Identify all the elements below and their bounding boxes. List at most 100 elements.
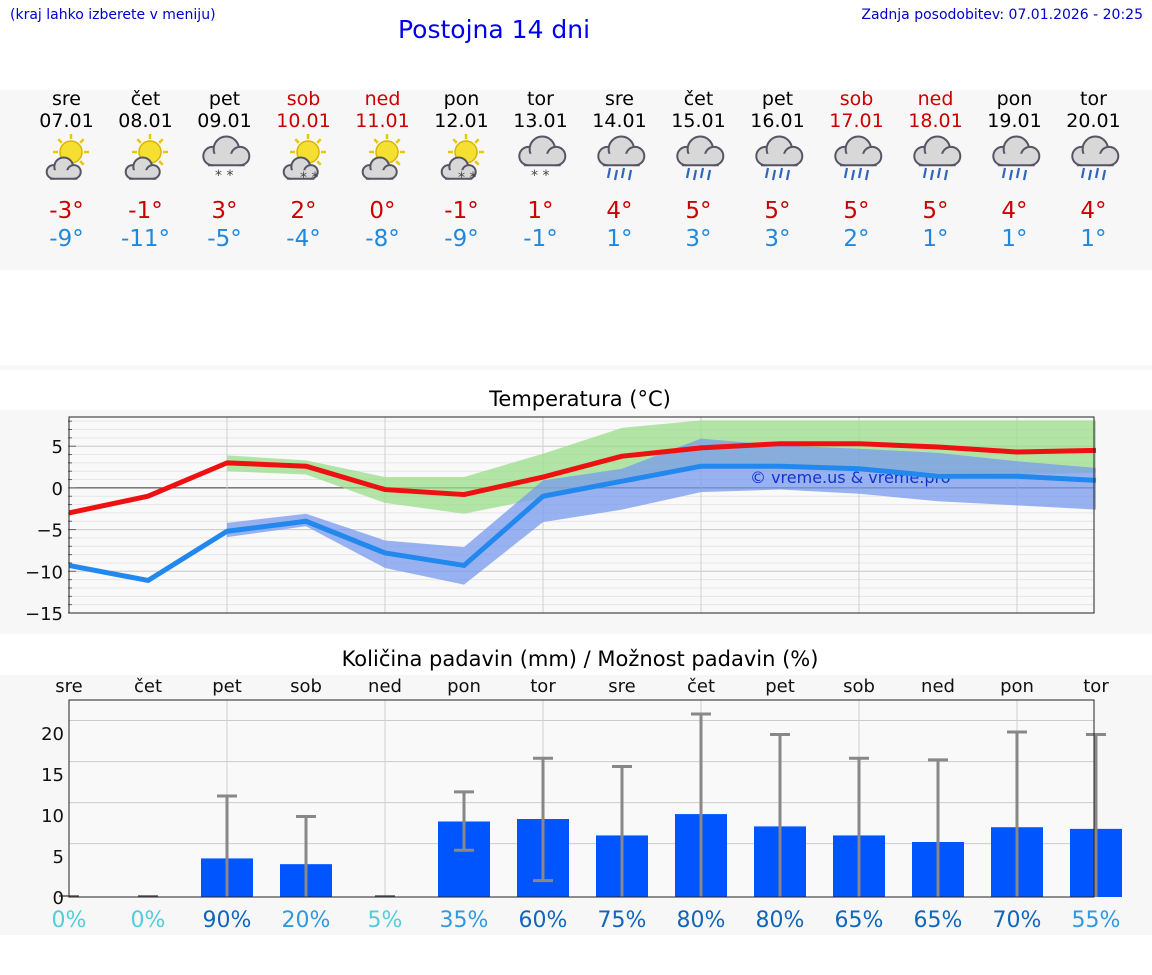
forecast-day-name: sre [52,88,81,110]
forecast-max-temp: -1° [444,198,479,224]
forecast-max-temp: 5° [764,198,791,224]
forecast-day-name: čet [130,88,161,110]
y-tick-label: −10 [25,562,63,583]
forecast-day: ned 11.01 0° -8° [343,88,422,251]
precip-probability: 20% [282,908,331,933]
min-temp-line [68,463,1097,583]
x-day-label: pon [447,676,481,697]
precip-errorbar [1007,730,1027,897]
forecast-min-temp: 1° [922,226,949,252]
forecast-date: 19.01 [987,110,1042,132]
cloud-rain-icon [597,135,646,181]
forecast-day-name: pon [443,88,480,110]
precip-probability: 75% [598,908,647,933]
forecast-day: sob 17.01 5° 2° [817,88,896,251]
forecast-date: 18.01 [908,110,963,132]
forecast-max-temp: 3° [211,198,238,224]
x-day-label: tor [1083,676,1109,697]
y-tick-label: 0 [53,888,64,909]
precip-probability: 5% [368,908,403,933]
forecast-day: čet 08.01 -1° -11° [106,88,185,251]
precip-probability: 55% [1072,908,1121,933]
forecast-min-temp: 1° [1080,226,1107,252]
sun-cloud-icon [124,134,168,180]
forecast-min-temp: -4° [286,226,321,252]
cloud-rain-icon [834,135,883,181]
forecast-date: 16.01 [750,110,805,132]
forecast-day-name: pet [208,88,241,110]
forecast-date: 09.01 [197,110,252,132]
forecast-day: sre 07.01 -3° -9° [27,88,106,251]
precip-probability: 70% [993,908,1042,933]
precip-chart-title: Količina padavin (mm) / Možnost padavin … [341,647,819,671]
cloud-rain-icon [992,135,1041,181]
sun-cloud-snow-icon: * * [282,134,326,184]
svg-text:* *: * * [215,168,233,184]
forecast-day-name: sre [605,88,634,110]
cloud-rain-icon [1071,135,1120,181]
precip-errorbar [217,794,237,897]
y-tick-label: 20 [41,724,64,745]
svg-text:* *: * * [458,170,476,184]
forecast-min-temp: 1° [1001,226,1028,252]
forecast-max-temp: -3° [49,198,84,224]
cloud-rain-icon [913,135,962,181]
forecast-day-name: ned [364,88,401,110]
cloud-rain-icon [676,135,725,181]
forecast-day: sob 10.01 2° -4° * * [264,88,343,251]
forecast-day: pet 16.01 5° 3° [738,88,817,251]
forecast-date: 12.01 [434,110,489,132]
precip-errorbar [928,758,948,897]
forecast-max-temp: 1° [527,198,554,224]
forecast-min-temp: 2° [843,226,870,252]
precip-errorbar [296,815,316,897]
forecast-day-name: ned [917,88,954,110]
x-day-label: ned [368,676,402,697]
x-day-label: ned [921,676,955,697]
svg-text:* *: * * [300,170,318,184]
forecast-min-temp: -1° [523,226,558,252]
forecast-date: 10.01 [276,110,331,132]
forecast-date: 11.01 [355,110,410,132]
forecast-day-name: tor [1080,88,1107,110]
precip-errorbar [533,756,553,883]
forecast-day: tor 13.01 1° -1° * * [501,88,580,251]
precip-errorbar [691,712,711,897]
forecast-day: čet 15.01 5° 3° [659,88,738,251]
forecast-date: 17.01 [829,110,884,132]
sun-cloud-snow-icon: * * [440,134,484,184]
location-menu-hint[interactable]: (kraj lahko izberete v meniju) [10,7,216,23]
forecast-min-temp: 3° [764,226,791,252]
forecast-day-name: sob [286,88,321,110]
cloud-rain-icon [755,135,804,181]
forecast-day: pon 19.01 4° 1° [975,88,1054,251]
forecast-max-temp: 5° [922,198,949,224]
y-tick-label: −15 [25,604,63,625]
precip-probability: 65% [835,908,884,933]
forecast-date: 20.01 [1066,110,1121,132]
page-title: Postojna 14 dni [398,15,591,44]
precip-errorbar [1086,732,1106,897]
y-tick-label: 10 [41,806,64,827]
x-day-label: pet [212,676,242,697]
y-tick-label: 5 [53,847,64,868]
forecast-max-temp: 4° [606,198,633,224]
forecast-max-temp: 0° [369,198,396,224]
forecast-date: 13.01 [513,110,568,132]
precip-probability: 0% [131,908,166,933]
min-temp-band [227,438,1096,585]
x-day-label: čet [134,676,162,697]
forecast-day-name: čet [683,88,714,110]
forecast-day-name: pon [996,88,1033,110]
forecast-min-temp: -5° [207,226,242,252]
x-day-label: sre [608,676,635,697]
precip-errorbar [849,756,869,897]
cloud-snow-icon: * * [202,135,251,184]
forecast-day: ned 18.01 5° 1° [896,88,975,251]
forecast-day: pon 12.01 -1° -9° * * [422,88,501,251]
precip-probability: 80% [677,908,726,933]
forecast-min-temp: -9° [49,226,84,252]
max-temp-line [68,441,1097,516]
forecast-day-name: tor [527,88,554,110]
